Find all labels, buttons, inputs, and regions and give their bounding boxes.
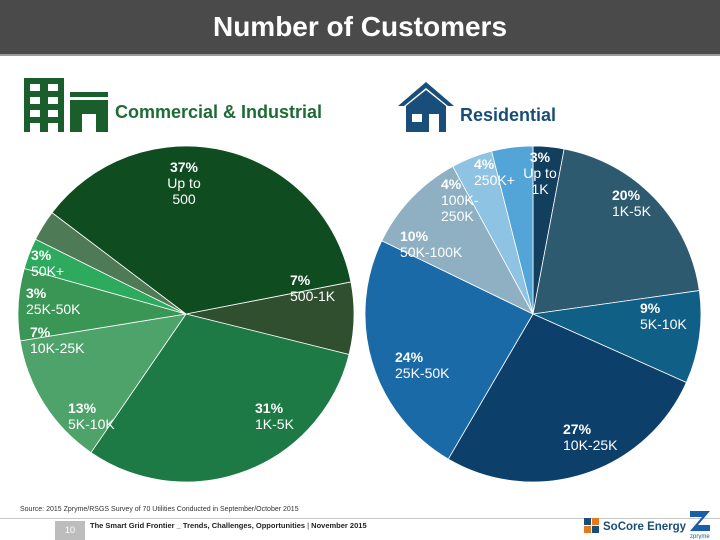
commercial-slice-2	[19, 313, 187, 454]
title-bar	[0, 0, 720, 56]
source-note: Source: 2015 Zpryme/RSGS Survey of 70 Ut…	[20, 506, 299, 513]
commercial-slice-pct-1: 31%	[255, 400, 284, 416]
residential-slice-1	[532, 148, 700, 315]
commercial-slice-label-6: 37% Up to 500	[167, 159, 201, 207]
commercial-slice-category-6-0: Up to	[167, 175, 201, 191]
commercial-slice-pct-6: 37%	[170, 159, 199, 175]
residential-slice-pct-7: 4%	[474, 156, 495, 172]
residential-slice-category-1: 1K-5K	[612, 203, 652, 219]
page-number: 10	[55, 521, 85, 540]
socore-logo-text: SoCore Energy	[603, 521, 686, 533]
residential-slice-4	[364, 240, 534, 460]
residential-slice-pct-5: 10%	[400, 228, 429, 244]
commercial-slice-category-2: 5K-10K	[68, 416, 115, 432]
commercial-slice-category-6-1: 500	[172, 191, 196, 207]
commercial-slice-label-1: 31% 1K-5K	[255, 400, 295, 432]
residential-slice-7	[491, 145, 534, 315]
residential-slice-category-0-1: 1K	[531, 181, 549, 197]
commercial-slice-label-0: 7% 500-1K	[290, 272, 336, 304]
socore-logo: SoCore Energy	[584, 518, 686, 533]
commercial-slice-label-3: 7% 10K-25K	[30, 324, 85, 356]
residential-slice-5	[381, 165, 534, 315]
commercial-slice-label-5: 3% 50K+	[31, 247, 64, 279]
residential-slice-category-5: 50K-100K	[400, 244, 463, 260]
commercial-slice-category-5: 50K+	[31, 263, 64, 279]
commercial-slice-pct-4: 3%	[26, 285, 47, 301]
report-title: The Smart Grid Frontier _ Trends, Challe…	[90, 521, 306, 530]
commercial-slice-label-4: 3% 25K-50K	[26, 285, 81, 317]
page-title: Number of Customers	[212, 11, 508, 42]
zpryme-logo: zpryme	[690, 511, 710, 539]
commercial-slice-category-0: 500-1K	[290, 288, 336, 304]
commercial-slice-pct-2: 13%	[68, 400, 97, 416]
residential-slice-3	[447, 313, 687, 483]
residential-slice-category-7: 250K+	[474, 172, 515, 188]
commercial-slice-pct-0: 7%	[290, 272, 311, 288]
footer-text: The Smart Grid Frontier _ Trends, Challe…	[90, 521, 367, 530]
residential-slice-category-2: 5K-10K	[640, 316, 687, 332]
residential-slice-label-7: 4% 250K+	[474, 156, 515, 188]
commercial-slice-category-3: 10K-25K	[30, 340, 85, 356]
commercial-slice-category-4: 25K-50K	[26, 301, 81, 317]
report-date: November 2015	[311, 521, 367, 530]
residential-slice-pct-2: 9%	[640, 300, 661, 316]
residential-slice-label-3: 27% 10K-25K	[563, 421, 618, 453]
commercial-heading: Commercial & Industrial	[115, 102, 323, 122]
residential-slice-category-6-1: 250K	[441, 208, 474, 224]
residential-slice-2	[531, 290, 702, 384]
commercial-slice-category-1: 1K-5K	[255, 416, 295, 432]
residential-slice-category-0-0: Up to	[523, 165, 557, 181]
residential-slice-label-2: 9% 5K-10K	[640, 300, 687, 332]
building-icon	[24, 78, 108, 132]
residential-heading: Residential	[460, 105, 557, 125]
residential-slice-label-4: 24% 25K-50K	[395, 349, 450, 381]
commercial-slice-6	[51, 145, 352, 315]
residential-slice-pct-6: 4%	[441, 176, 462, 192]
residential-slice-pct-1: 20%	[612, 187, 641, 203]
residential-slice-pct-3: 27%	[563, 421, 592, 437]
residential-slice-label-5: 10% 50K-100K	[400, 228, 463, 260]
residential-slice-pct-4: 24%	[395, 349, 424, 365]
commercial-slice-1	[90, 313, 350, 483]
commercial-slice-pct-3: 7%	[30, 324, 51, 340]
residential-slice-label-1: 20% 1K-5K	[612, 187, 652, 219]
residential-slice-category-3: 10K-25K	[563, 437, 618, 453]
zpryme-logo-text: zpryme	[690, 534, 710, 539]
residential-slice-category-6-0: 100K-	[441, 192, 479, 208]
residential-slice-label-6: 4% 100K-250K	[441, 176, 479, 224]
residential-slice-pct-0: 3%	[530, 149, 551, 165]
commercial-slice-label-2: 13% 5K-10K	[68, 400, 115, 432]
residential-slice-category-4: 25K-50K	[395, 365, 450, 381]
residential-slice-label-0: 3% Up to 1K	[523, 149, 557, 197]
footer-divider	[0, 518, 720, 519]
commercial-slice-pct-5: 3%	[31, 247, 52, 263]
house-icon	[398, 82, 454, 132]
